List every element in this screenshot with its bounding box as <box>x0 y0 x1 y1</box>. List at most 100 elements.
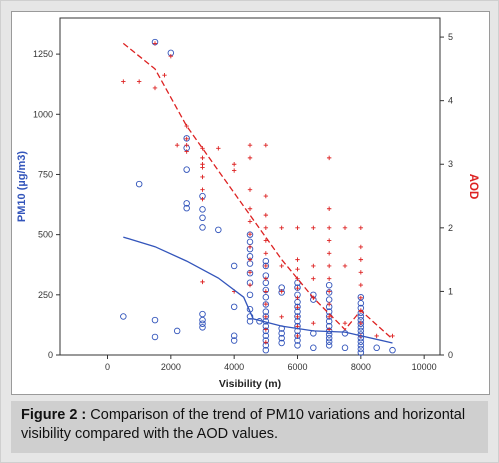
aod-point <box>247 282 253 288</box>
aod-point <box>358 225 364 231</box>
y-right-axis-label: AOD <box>467 174 479 200</box>
y-left-tick-label: 250 <box>38 290 53 300</box>
pm10-point <box>120 313 127 320</box>
pm10-point <box>262 262 270 270</box>
aod-point <box>374 333 379 339</box>
aod-point <box>184 149 189 154</box>
aod-point <box>390 333 395 339</box>
pm10-point <box>199 214 206 222</box>
pm10-point <box>199 206 206 213</box>
pm10-point <box>262 332 270 339</box>
pm10-point <box>262 308 270 315</box>
y-right-tick-label: 3 <box>448 159 453 169</box>
pm10-point <box>246 318 254 325</box>
pm10-point <box>294 303 301 311</box>
pm10-point <box>183 200 190 207</box>
aod-point <box>358 321 364 326</box>
aod-point <box>342 263 348 269</box>
aod-point <box>263 301 269 307</box>
aod-point <box>295 286 300 291</box>
pm10-point <box>262 313 270 320</box>
pm10-point <box>230 303 238 311</box>
aod-point <box>263 263 269 269</box>
pm10-point <box>173 327 181 335</box>
aod-point <box>263 225 269 231</box>
y-right-tick-label: 5 <box>448 32 453 42</box>
aod-point <box>295 225 300 231</box>
aod-point <box>200 187 205 192</box>
aod-point <box>200 197 205 202</box>
aod-point <box>342 225 348 231</box>
y-left-tick-label: 1000 <box>33 109 53 119</box>
y-left-tick-label: 750 <box>38 169 53 179</box>
y-left-tick-label: 500 <box>38 230 53 240</box>
pm10-point <box>278 334 285 342</box>
y-left-tick-label: 0 <box>48 350 53 360</box>
x-tick-label: 0 <box>105 362 110 372</box>
aod-point <box>311 263 316 269</box>
pm10-point <box>389 346 396 354</box>
pm10-point <box>199 324 206 331</box>
pm10-point <box>325 338 333 346</box>
aod-point <box>200 155 205 161</box>
aod-trend-line <box>122 42 393 340</box>
aod-point <box>326 263 332 269</box>
aod-point <box>152 85 158 91</box>
aod-point <box>358 295 364 300</box>
pm10-point <box>373 344 380 352</box>
aod-point <box>184 123 189 129</box>
scatter-chart: 0 2000 4000 6000 8000 10000025050075010001250… <box>16 17 479 390</box>
aod-point <box>247 257 253 262</box>
pm10-point <box>135 180 143 188</box>
aod-point <box>263 212 269 218</box>
pm10-point <box>325 342 333 349</box>
aod-point <box>152 41 158 46</box>
figure-caption: Figure 2 : Comparison of the trend of PM… <box>11 401 488 453</box>
y-right-tick-label: 4 <box>448 96 453 106</box>
aod-point <box>247 206 253 211</box>
pm10-point <box>357 313 365 320</box>
aod-point <box>247 187 253 192</box>
aod-point <box>295 266 300 272</box>
aod-point <box>184 142 189 148</box>
aod-point <box>263 340 269 345</box>
aod-point <box>247 219 253 224</box>
y-left-tick-label: 1250 <box>33 49 53 59</box>
pm10-point <box>230 332 238 339</box>
pm10-point <box>341 344 349 352</box>
pm10-point <box>151 333 159 341</box>
aod-point <box>247 270 253 275</box>
aod-point <box>295 305 300 310</box>
pm10-point <box>199 310 206 318</box>
pm10-trend-line <box>123 236 393 344</box>
aod-point <box>231 168 237 173</box>
aod-point <box>295 314 300 320</box>
aod-point <box>326 301 332 307</box>
pm10-point <box>199 316 206 324</box>
pm10-point <box>325 281 333 289</box>
aod-point <box>121 79 126 84</box>
pm10-point <box>199 224 206 231</box>
aod-point <box>231 162 237 167</box>
pm10-point <box>294 332 301 339</box>
x-tick-label: 4000 <box>224 362 244 372</box>
caption-label: Figure 2 : <box>21 407 87 423</box>
aod-point <box>263 327 269 332</box>
aod-point <box>263 314 269 320</box>
aod-point <box>358 282 364 288</box>
x-tick-label: 6000 <box>287 362 307 372</box>
aod-point <box>200 174 205 180</box>
aod-point <box>200 165 205 170</box>
aod-point <box>247 244 253 250</box>
aod-point <box>311 276 316 281</box>
chart-panel: 0 2000 4000 6000 8000 10000 0 250 500 750 1000 1250… <box>11 11 490 395</box>
aod-point <box>263 193 269 199</box>
pm10-point <box>151 316 159 324</box>
pm10-point <box>246 291 254 299</box>
pm10-point <box>246 231 254 238</box>
aod-point <box>326 155 332 161</box>
aod-point <box>326 276 332 281</box>
aod-point <box>311 225 316 231</box>
pm10-point <box>325 296 333 303</box>
